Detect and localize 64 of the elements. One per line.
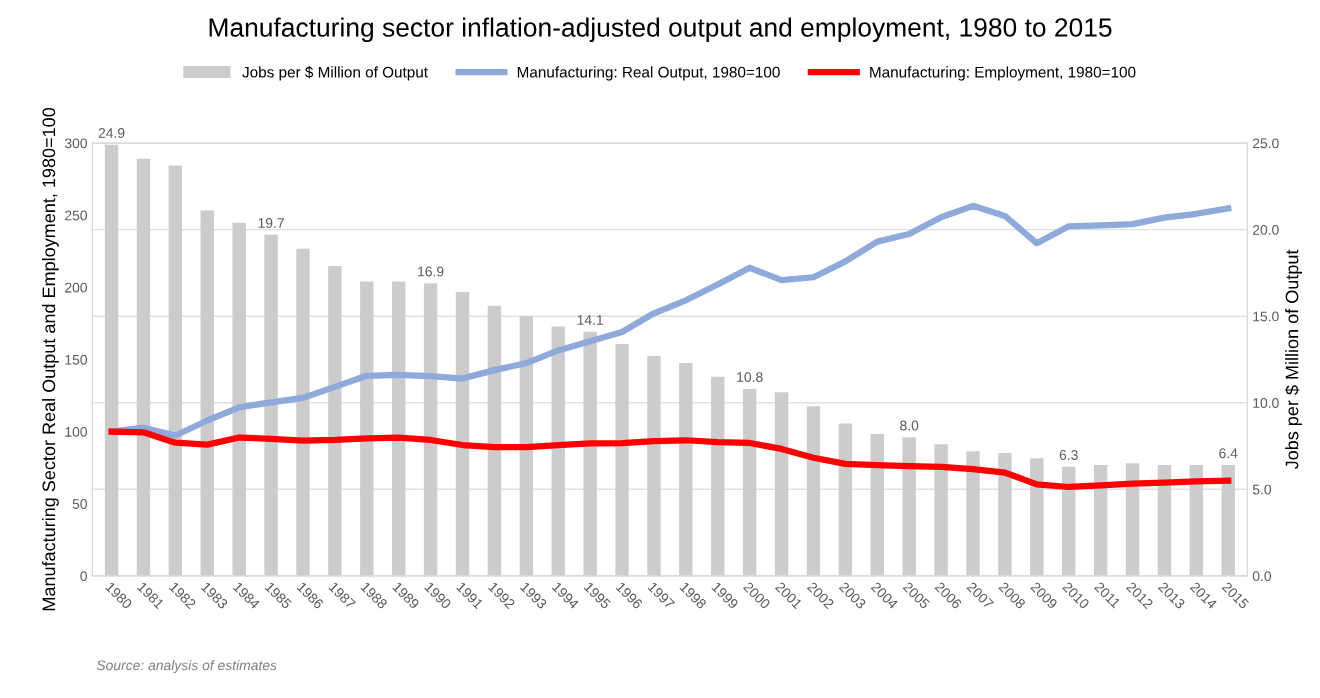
data-label: 24.9: [98, 128, 125, 138]
data-label: 14.1: [577, 315, 603, 325]
bar: [902, 437, 916, 576]
bar: [870, 433, 884, 576]
bar: [966, 451, 980, 576]
bar: [136, 158, 151, 576]
legend-label: Manufacturing: Employment, 1980=100: [870, 66, 1136, 81]
bar: [806, 406, 821, 576]
bar: [104, 144, 119, 576]
bar: [647, 356, 661, 576]
y-tick-label: 300: [64, 138, 87, 149]
bar: [328, 265, 342, 576]
y-tick-label: 100: [65, 426, 87, 437]
chart-title: Manufacturing sector inflation-adjusted output and employment, 1980 to 2015: [209, 17, 1112, 43]
y-tick-label: 200: [65, 282, 87, 293]
bar: [1030, 458, 1044, 576]
data-label: 19.7: [258, 218, 284, 228]
bar: [168, 165, 183, 576]
y2-tick-label: 5.0: [1252, 484, 1272, 495]
y2-tick-label: 10.0: [1253, 398, 1279, 408]
bar: [360, 281, 374, 576]
bar: [615, 343, 629, 576]
bar: [774, 392, 789, 576]
bar: [679, 362, 693, 576]
bar: [742, 388, 757, 576]
bar: [232, 222, 246, 576]
y-tick-label: 0: [80, 571, 87, 582]
bar: [1157, 465, 1172, 576]
data-label: 10.8: [737, 372, 763, 382]
data-label: 6.4: [1219, 448, 1238, 459]
bar: [455, 291, 470, 576]
y-tick-label: 50: [72, 499, 87, 509]
y2-tick-label: 15.0: [1253, 311, 1279, 322]
bar: [487, 305, 502, 576]
data-label: 6.3: [1059, 450, 1078, 460]
bar: [711, 376, 725, 576]
bar: [1062, 466, 1076, 576]
data-label: 16.9: [418, 266, 444, 277]
bar: [551, 326, 565, 576]
bar: [934, 444, 948, 576]
bar: [1093, 465, 1108, 576]
y-axis-title: Manufacturing Sector Real Output and Employment, 1980=100: [41, 107, 59, 611]
bar: [519, 316, 534, 576]
y2-axis-title: Jobs per $ Million of Output: [1284, 249, 1302, 470]
y2-tick-label: 25.0: [1252, 138, 1279, 149]
bar: [392, 281, 406, 576]
bar: [998, 452, 1012, 576]
bar: [1189, 465, 1204, 576]
bar: [583, 331, 597, 576]
bar: [1125, 463, 1140, 576]
bar: [838, 423, 853, 576]
data-label: 8.0: [900, 420, 919, 431]
y2-tick-label: 20.0: [1252, 224, 1279, 235]
bar: [1221, 465, 1235, 576]
y-tick-label: 150: [65, 354, 87, 365]
bar: [264, 234, 278, 576]
legend-label: Manufacturing: Real Output, 1980=100: [517, 66, 780, 81]
bar: [296, 248, 310, 576]
bar: [423, 283, 438, 576]
legend-label: Jobs per $ Million of Output: [242, 66, 428, 81]
source-note: Source: analysis of estimates: [96, 660, 277, 673]
bar: [200, 210, 214, 576]
y2-tick-label: 0.0: [1252, 571, 1272, 582]
y-tick-label: 250: [65, 210, 87, 221]
